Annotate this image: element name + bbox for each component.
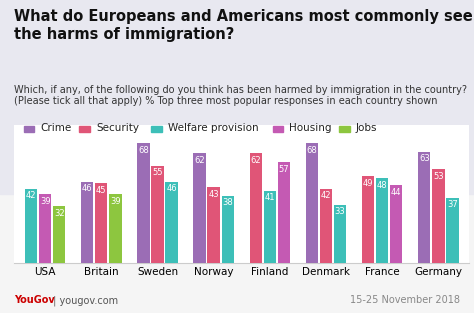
- Bar: [208, 187, 220, 263]
- Text: 62: 62: [250, 156, 261, 165]
- Bar: [390, 185, 402, 263]
- Bar: [250, 153, 262, 263]
- Bar: [109, 194, 121, 263]
- Bar: [306, 143, 318, 263]
- Bar: [221, 196, 234, 263]
- Bar: [53, 206, 65, 263]
- Text: 48: 48: [377, 181, 388, 190]
- Bar: [362, 177, 374, 263]
- Text: 37: 37: [447, 200, 458, 209]
- Bar: [432, 169, 445, 263]
- Text: 68: 68: [138, 146, 149, 155]
- Text: 53: 53: [433, 172, 444, 181]
- Text: 33: 33: [335, 207, 346, 216]
- Bar: [137, 143, 150, 263]
- Text: What do Europeans and Americans most commonly see as being
the harms of immigrat: What do Europeans and Americans most com…: [14, 9, 474, 42]
- Text: 38: 38: [222, 198, 233, 208]
- Text: 41: 41: [264, 193, 275, 202]
- Bar: [376, 178, 388, 263]
- Text: 44: 44: [391, 188, 401, 197]
- Text: 42: 42: [321, 192, 331, 200]
- Bar: [264, 191, 276, 263]
- Text: 68: 68: [307, 146, 317, 155]
- Text: | yougov.com: | yougov.com: [50, 295, 118, 306]
- Bar: [39, 194, 51, 263]
- Text: 43: 43: [209, 190, 219, 199]
- Text: 42: 42: [26, 192, 36, 200]
- Text: 46: 46: [82, 184, 92, 193]
- Bar: [418, 152, 430, 263]
- Bar: [81, 182, 93, 263]
- Bar: [95, 183, 108, 263]
- Text: 15-25 November 2018: 15-25 November 2018: [350, 295, 460, 305]
- Text: Housing: Housing: [289, 123, 332, 133]
- Text: YouGov: YouGov: [14, 295, 55, 305]
- Bar: [320, 189, 332, 263]
- Bar: [193, 153, 206, 263]
- Text: Jobs: Jobs: [356, 123, 377, 133]
- Bar: [151, 166, 164, 263]
- Text: 32: 32: [54, 209, 64, 218]
- Text: 45: 45: [96, 186, 107, 195]
- Bar: [25, 189, 37, 263]
- Bar: [165, 182, 178, 263]
- Bar: [334, 205, 346, 263]
- Text: Welfare provision: Welfare provision: [168, 123, 259, 133]
- Text: 63: 63: [419, 154, 430, 163]
- Text: 62: 62: [194, 156, 205, 165]
- Bar: [446, 198, 458, 263]
- Text: 57: 57: [279, 165, 289, 174]
- Text: Which, if any, of the following do you think has been harmed by immigration in t: Which, if any, of the following do you t…: [14, 85, 467, 106]
- Text: Security: Security: [96, 123, 139, 133]
- Text: 55: 55: [152, 168, 163, 177]
- Text: Crime: Crime: [40, 123, 72, 133]
- Text: 39: 39: [40, 197, 50, 206]
- Text: 49: 49: [363, 179, 374, 188]
- Text: 39: 39: [110, 197, 121, 206]
- Bar: [278, 162, 290, 263]
- Text: 46: 46: [166, 184, 177, 193]
